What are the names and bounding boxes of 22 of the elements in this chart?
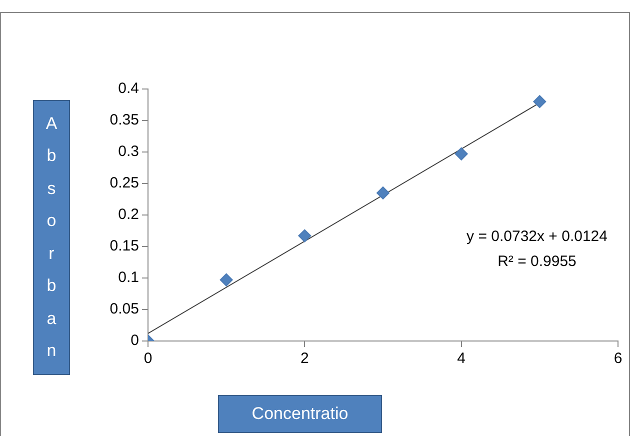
point — [298, 229, 312, 242]
x-tick-label: 6 — [614, 350, 622, 368]
y-tick-label: 0 — [130, 332, 139, 350]
y-tick-label: 0.1 — [118, 269, 139, 286]
annotation: R² = 0.9955 — [498, 253, 576, 270]
point — [376, 186, 390, 200]
y-tick-label: 0.4 — [118, 80, 139, 98]
x-tick-label: 0 — [144, 350, 152, 368]
point — [454, 147, 468, 160]
y-tick-label: 0.25 — [110, 174, 139, 192]
y-axis-title: Absorban — [46, 114, 58, 362]
x-tick-label: 2 — [300, 350, 309, 368]
annotation: y = 0.0732x + 0.0124 — [466, 228, 608, 246]
x-tick-label: 4 — [457, 350, 466, 368]
point — [533, 95, 546, 108]
y-tick-label: 0.3 — [118, 143, 139, 160]
y-tick-label: 0.15 — [110, 238, 139, 255]
y-tick-label: 0.05 — [110, 300, 139, 318]
y-tick-label: 0.35 — [110, 112, 139, 129]
x-axis-title: Concentratio — [218, 395, 382, 433]
point — [220, 273, 233, 286]
y-tick-label: 0.2 — [118, 206, 139, 224]
